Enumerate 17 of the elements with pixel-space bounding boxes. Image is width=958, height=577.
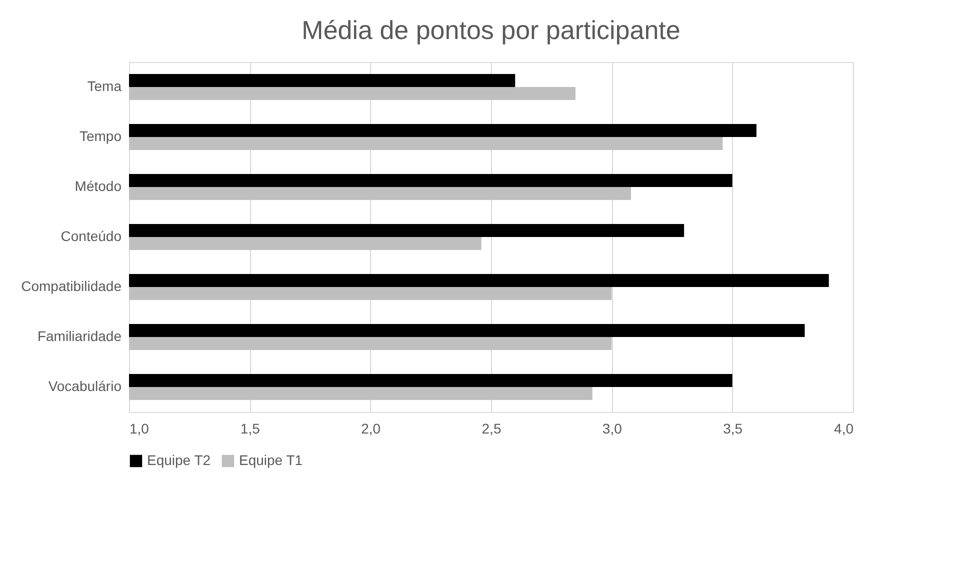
x-tick-label: 3,5 [723, 420, 743, 436]
x-tick-label: 1,0 [130, 420, 150, 436]
x-tick-label: 2,5 [482, 420, 502, 436]
y-tick-label: Vocabulário [48, 378, 122, 394]
y-tick-label: Método [74, 178, 122, 194]
legend-label: Equipe T1 [239, 452, 303, 468]
y-tick-label: Conteúdo [60, 228, 122, 244]
y-tick-label: Compatibilidade [21, 278, 122, 294]
legend-label: Equipe T2 [147, 452, 211, 468]
x-tick-label: 1,5 [240, 420, 260, 436]
x-tick-label: 4,0 [834, 420, 854, 436]
y-tick-label: Tempo [79, 128, 122, 144]
x-tick-label: 2,0 [361, 420, 381, 436]
y-tick-label: Tema [87, 78, 122, 94]
chart-title: Média de pontos por participante [302, 15, 680, 45]
y-tick-label: Familiaridade [37, 328, 122, 344]
x-tick-label: 3,0 [602, 420, 622, 436]
